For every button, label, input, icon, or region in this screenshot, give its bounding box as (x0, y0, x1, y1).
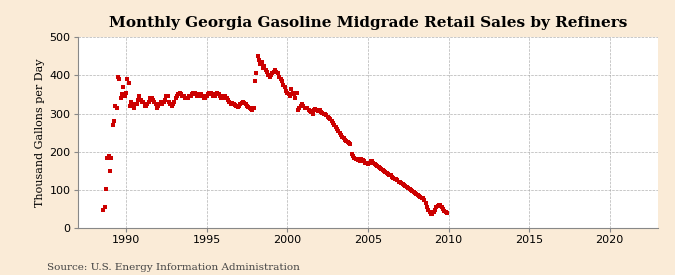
Text: Source: U.S. Energy Information Administration: Source: U.S. Energy Information Administ… (47, 263, 300, 272)
Y-axis label: Thousand Gallons per Day: Thousand Gallons per Day (35, 59, 45, 207)
Title: Monthly Georgia Gasoline Midgrade Retail Sales by Refiners: Monthly Georgia Gasoline Midgrade Retail… (109, 16, 627, 31)
